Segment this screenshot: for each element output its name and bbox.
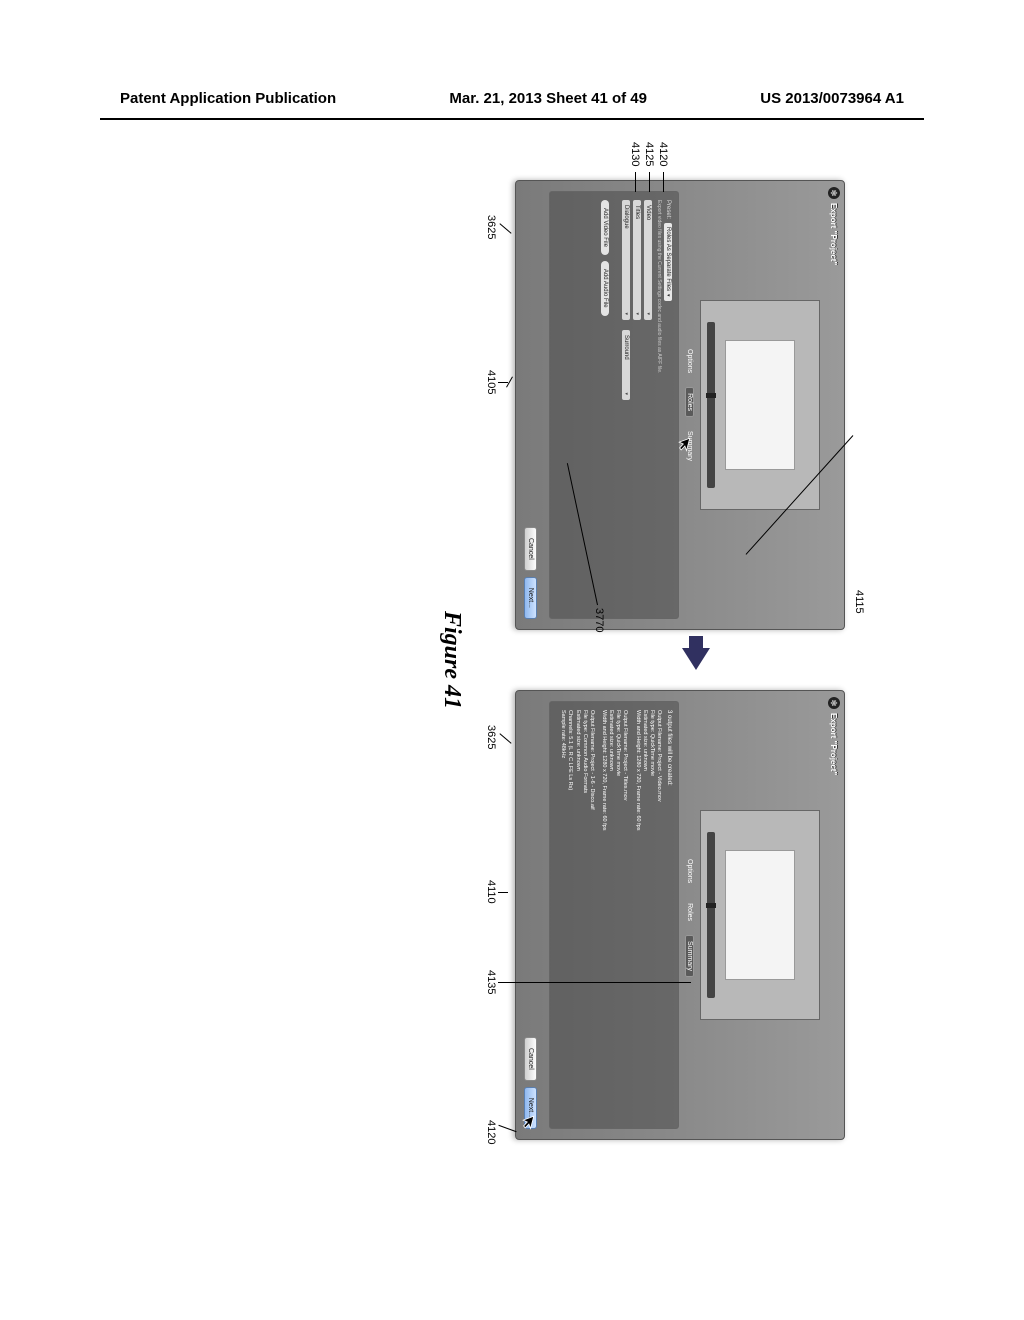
surround-dropdown[interactable]: Surround ▾ — [622, 330, 630, 400]
callout-4115: 4115 — [853, 590, 865, 614]
roles-content: Preset: Roles As Separate Files ▾ Export… — [549, 191, 679, 619]
rotated-figure: ✻ Export "Project" Options Roles Summary… — [125, 160, 905, 1160]
preview-left — [700, 300, 820, 510]
surround-label: Surround — [623, 335, 629, 360]
page-header: Patent Application Publication Mar. 21, … — [0, 90, 1024, 107]
preset-value: Roles As Separate Files — [665, 227, 671, 291]
lead-line — [498, 892, 508, 893]
role-dialogue-label: Dialogue — [623, 205, 629, 229]
chevron-down-icon: ▾ — [623, 392, 629, 395]
callout-3625-left: 3625 — [485, 215, 497, 239]
summary-line: Channels: 5.1 (L R C LFE Ls Rs) — [566, 710, 573, 1120]
tab-roles[interactable]: Roles — [685, 897, 694, 927]
cancel-button[interactable]: Cancel — [524, 1037, 537, 1081]
summary-group-3: Output Filename: Project - 1-6 - Disco.a… — [559, 710, 595, 1120]
callout-4120-right: 4120 — [485, 1120, 497, 1144]
preset-subtext: Export video files using the Current Set… — [656, 200, 662, 610]
tab-options[interactable]: Options — [685, 853, 694, 889]
playhead[interactable] — [706, 393, 716, 398]
tabs-left: Options Roles Summary — [685, 181, 694, 629]
role-titles[interactable]: Titles ▾ — [633, 200, 641, 320]
summary-line: Estimated size: unknown — [641, 710, 648, 1120]
next-button[interactable]: Next... — [524, 577, 537, 619]
summary-group-2: Output Filename: Project - Titles.mov Fi… — [600, 710, 629, 1120]
tabs-right: Options Roles Summary — [685, 691, 694, 1139]
preset-row: Preset: Roles As Separate Files ▾ — [664, 200, 672, 610]
summary-line: Width and Height: 1280 x 720, Frame rate… — [600, 710, 607, 1120]
summary-line: Output Filename: Project - 1-6 - Disco.a… — [588, 710, 595, 1120]
summary-line: File type: QuickTime movie — [614, 710, 621, 1120]
add-video-button[interactable]: Add Video File — [601, 200, 609, 255]
summary-line: Sample rate: 48kHz — [559, 710, 566, 1120]
dialog-title: Export "Project" — [830, 203, 839, 265]
header-mid: Mar. 21, 2013 Sheet 41 of 49 — [449, 90, 647, 107]
callout-4125: 4125 — [643, 142, 655, 166]
lead-line — [498, 382, 508, 383]
callout-3770: 3770 — [593, 608, 605, 632]
role-titles-label: Titles — [634, 205, 640, 219]
summary-line: Estimated size: unknown — [607, 710, 614, 1120]
tab-summary[interactable]: Summary — [685, 935, 694, 977]
tab-options[interactable]: Options — [685, 343, 694, 379]
summary-line: Estimated size: unknown — [573, 710, 580, 1120]
role-video[interactable]: Video ▾ — [644, 200, 652, 320]
header-rule — [100, 118, 924, 120]
callout-4105: 4105 — [485, 370, 497, 394]
summary-line: Width and Height: 1280 x 720, Frame rate… — [633, 710, 640, 1120]
summary-header: 3 output files will be created: — [666, 710, 672, 1120]
dialog-title: Export "Project" — [830, 713, 839, 775]
preset-dropdown[interactable]: Roles As Separate Files ▾ — [664, 223, 672, 301]
lead-line — [663, 172, 664, 192]
role-dialogue[interactable]: Dialogue ▾ — [622, 200, 630, 320]
summary-line: File type: Common Audio Formats — [581, 710, 588, 1120]
callout-4120: 4120 — [657, 142, 669, 166]
titlebar-left: ✻ Export "Project" — [824, 181, 844, 629]
playhead[interactable] — [706, 903, 716, 908]
chevron-down-icon: ▾ — [645, 312, 651, 315]
preview-frame — [725, 340, 795, 470]
summary-line: File type: QuickTime movie — [648, 710, 655, 1120]
header-right: US 2013/0073964 A1 — [760, 90, 904, 107]
lead-line — [498, 982, 691, 983]
callout-4130: 4130 — [629, 142, 641, 166]
preview-right — [700, 810, 820, 1020]
summary-content: 3 output files will be created: Output F… — [549, 701, 679, 1129]
summary-group-1: Output Filename: Project - Video.mov Fil… — [633, 710, 662, 1120]
preset-label: Preset: — [665, 200, 671, 219]
titlebar-right: ✻ Export "Project" — [824, 691, 844, 1139]
lead-line — [498, 1125, 516, 1132]
role-video-label: Video — [645, 205, 651, 220]
header-left: Patent Application Publication — [120, 90, 336, 107]
callout-4110: 4110 — [485, 880, 497, 904]
tab-roles[interactable]: Roles — [685, 387, 694, 417]
buttons-left: Cancel Next... — [524, 527, 537, 619]
figure-label: Figure 41 — [438, 160, 465, 1160]
callout-3625-right: 3625 — [485, 725, 497, 749]
role-dialogue-row: Dialogue ▾ Surround ▾ — [619, 200, 630, 610]
transition-arrow-icon — [682, 648, 710, 670]
preview-frame — [725, 850, 795, 980]
chevron-down-icon: ▾ — [634, 312, 640, 315]
lead-line — [635, 172, 636, 192]
add-audio-button[interactable]: Add Audio File — [601, 261, 609, 316]
lead-line — [649, 172, 650, 192]
export-dialog-summary: ✻ Export "Project" Options Roles Summary… — [515, 690, 845, 1140]
cancel-button[interactable]: Cancel — [524, 527, 537, 571]
gear-icon: ✻ — [828, 187, 840, 199]
playbar[interactable] — [707, 322, 715, 488]
figure-area: ✻ Export "Project" Options Roles Summary… — [125, 160, 905, 1160]
summary-line: Output Filename: Project - Titles.mov — [621, 710, 628, 1120]
add-row: Add Video File Add Audio File — [601, 200, 609, 610]
chevron-down-icon: ▾ — [623, 312, 629, 315]
gear-icon: ✻ — [828, 697, 840, 709]
summary-line: Output Filename: Project - Video.mov — [655, 710, 662, 1120]
lead-line — [499, 223, 511, 233]
chevron-down-icon: ▾ — [665, 294, 671, 297]
export-dialog-roles: ✻ Export "Project" Options Roles Summary… — [515, 180, 845, 630]
callout-4135: 4135 — [485, 970, 497, 994]
playbar[interactable] — [707, 832, 715, 998]
lead-line — [499, 733, 511, 743]
